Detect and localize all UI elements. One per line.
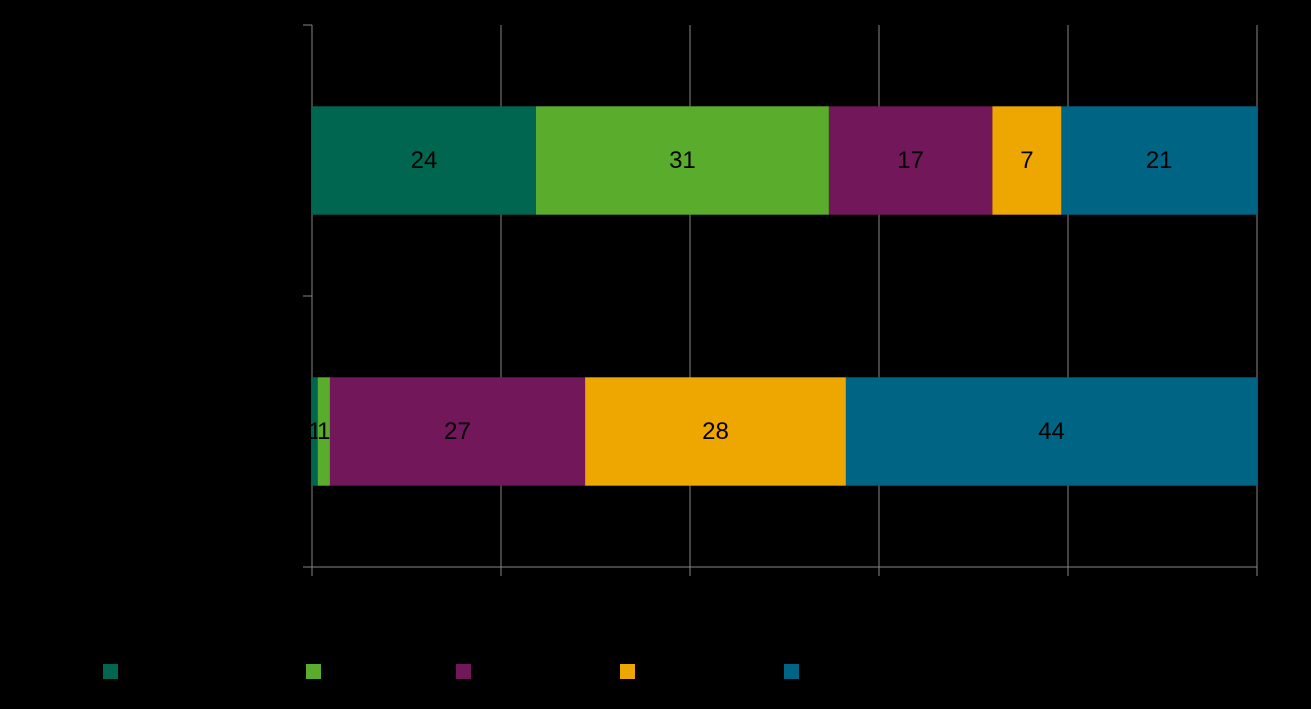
bar-segment <box>1061 106 1257 215</box>
bar-segment <box>535 106 829 215</box>
data-label: 24 <box>411 147 438 174</box>
data-label: 28 <box>702 418 729 445</box>
data-label: 44 <box>1038 418 1065 445</box>
bar-segment <box>312 377 318 486</box>
data-label: 17 <box>897 147 924 174</box>
bar-segment <box>845 377 1257 486</box>
bar-segment <box>317 377 330 486</box>
bar-segment <box>828 106 993 215</box>
legend-swatch <box>784 664 799 679</box>
bar-segment <box>312 106 536 215</box>
data-label: 21 <box>1146 147 1173 174</box>
data-label: 1 <box>317 418 330 445</box>
legend-swatch <box>306 664 321 679</box>
bar-segment <box>329 377 586 486</box>
data-label: 31 <box>669 147 696 174</box>
legend-swatch <box>103 664 118 679</box>
data-label: 7 <box>1020 147 1033 174</box>
bar-segment <box>585 377 846 486</box>
data-label: 27 <box>444 418 471 445</box>
legend-swatch <box>456 664 471 679</box>
legend-swatch <box>620 664 635 679</box>
bar-segment <box>992 106 1062 215</box>
